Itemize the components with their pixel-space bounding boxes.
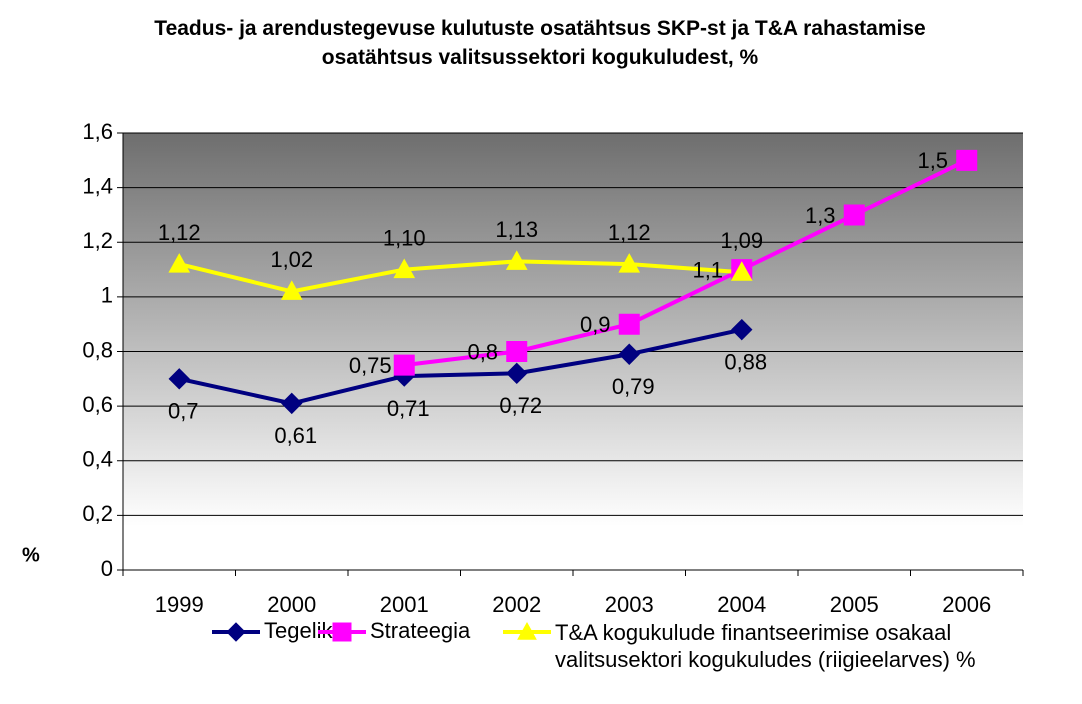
marker xyxy=(505,250,528,270)
series-line xyxy=(178,327,743,406)
marker xyxy=(618,313,640,335)
marker xyxy=(506,362,528,385)
y-tick-label: 1,4 xyxy=(82,173,113,198)
data-label: 0,9 xyxy=(580,312,611,337)
marker xyxy=(393,354,415,376)
x-tick-label: 2004 xyxy=(717,592,766,617)
data-label: 1,02 xyxy=(270,247,313,272)
legend-label: Strateegia xyxy=(370,618,471,643)
marker xyxy=(618,343,640,365)
x-tick-label: 2000 xyxy=(267,592,316,617)
marker xyxy=(618,253,641,273)
marker xyxy=(843,204,865,226)
data-label: 1,12 xyxy=(158,220,201,245)
data-label: 0,75 xyxy=(349,353,392,378)
marker xyxy=(730,261,753,281)
series-line xyxy=(178,259,742,294)
legend-marker xyxy=(332,622,352,642)
x-tick-label: 2002 xyxy=(492,592,541,617)
data-label: 0,88 xyxy=(724,349,767,374)
y-tick-label: 0,6 xyxy=(82,392,113,417)
legend-label: T&A kogukulude finantseerimise osakaal v… xyxy=(555,620,976,672)
data-label: 0,61 xyxy=(274,423,317,448)
data-label: 1,1 xyxy=(692,257,723,282)
y-tick-label: 0,8 xyxy=(82,337,113,362)
x-tick-label: 1999 xyxy=(155,592,204,617)
data-label: 0,8 xyxy=(467,339,498,364)
data-label: 1,3 xyxy=(805,203,836,228)
marker xyxy=(506,341,528,362)
y-tick-label: 0,4 xyxy=(82,447,113,472)
data-label: 0,79 xyxy=(612,374,655,399)
x-tick-label: 2001 xyxy=(380,592,429,617)
y-axis-label: % xyxy=(22,544,40,566)
x-tick-label: 2003 xyxy=(605,592,654,617)
y-tick-label: 1,6 xyxy=(82,119,113,144)
data-label: 1,13 xyxy=(495,217,538,242)
data-label: 1,5 xyxy=(917,148,948,173)
x-tick-label: 2006 xyxy=(942,592,991,617)
marker xyxy=(731,318,753,341)
data-label: 0,71 xyxy=(387,396,430,421)
data-label: 0,72 xyxy=(499,393,542,418)
marker xyxy=(393,258,416,279)
marker xyxy=(168,368,190,390)
marker xyxy=(280,280,303,300)
y-tick-label: 1 xyxy=(101,283,113,308)
data-label: 0,7 xyxy=(168,399,199,424)
marker xyxy=(281,392,303,415)
series-line xyxy=(404,158,968,368)
y-tick-label: 0,2 xyxy=(82,501,113,526)
y-tick-label: 1,2 xyxy=(82,228,113,253)
x-tick-label: 2005 xyxy=(830,592,879,617)
y-tick-label: 0 xyxy=(101,556,113,581)
marker xyxy=(168,253,191,273)
data-label: 1,10 xyxy=(383,225,426,250)
chart-title: Teadus- ja arendustegevuse kulutuste osa… xyxy=(154,17,926,69)
legend-marker xyxy=(517,621,537,640)
data-label: 1,09 xyxy=(720,228,763,253)
data-label: 1,12 xyxy=(608,220,651,245)
legend-marker xyxy=(226,622,246,642)
marker xyxy=(956,149,978,171)
